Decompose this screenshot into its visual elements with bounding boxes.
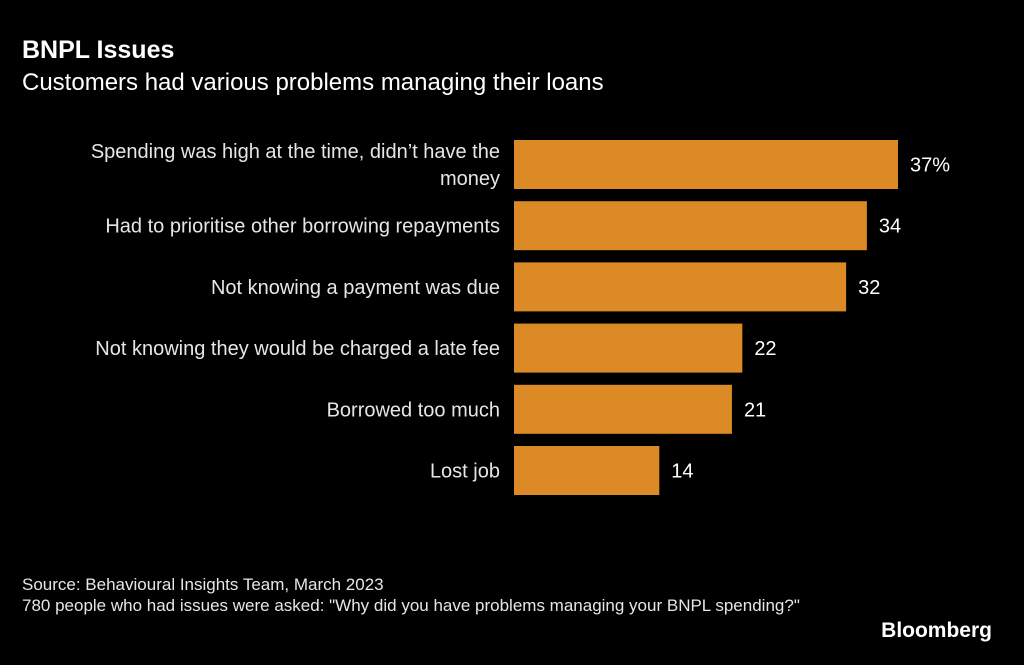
chart-title: BNPL Issues [22,36,175,64]
bar [514,262,847,312]
bloomberg-logo: Bloomberg [881,619,992,642]
source-note: Source: Behavioural Insights Team, March… [22,574,822,616]
category-label: Not knowing they would be charged a late… [95,338,500,360]
data-label: 37% [910,155,950,177]
chart-subtitle: Customers had various problems managing … [22,69,604,96]
category-label: Borrowed too much [327,399,500,421]
data-label: 22 [754,338,776,360]
survey-note: 780 people who had issues were asked: "W… [22,596,800,615]
data-label: 32 [858,277,880,299]
bar [514,323,743,373]
category-label: Lost job [430,461,500,483]
bar [514,201,867,251]
data-label: 21 [744,399,766,421]
category-label: Had to prioritise other borrowing repaym… [105,216,500,238]
data-label: 34 [879,216,901,238]
source-text: Source: Behavioural Insights Team, March… [22,575,384,594]
data-label: 14 [671,461,693,483]
bar [514,384,732,434]
bar [514,446,660,495]
category-label: Spending was high at the time, didn’t ha… [91,141,500,163]
bar-chart: 37% Spending was high at the time, didn’t… [91,140,950,495]
category-label: money [440,168,500,190]
category-label: Not knowing a payment was due [211,277,500,299]
bar [514,140,898,189]
